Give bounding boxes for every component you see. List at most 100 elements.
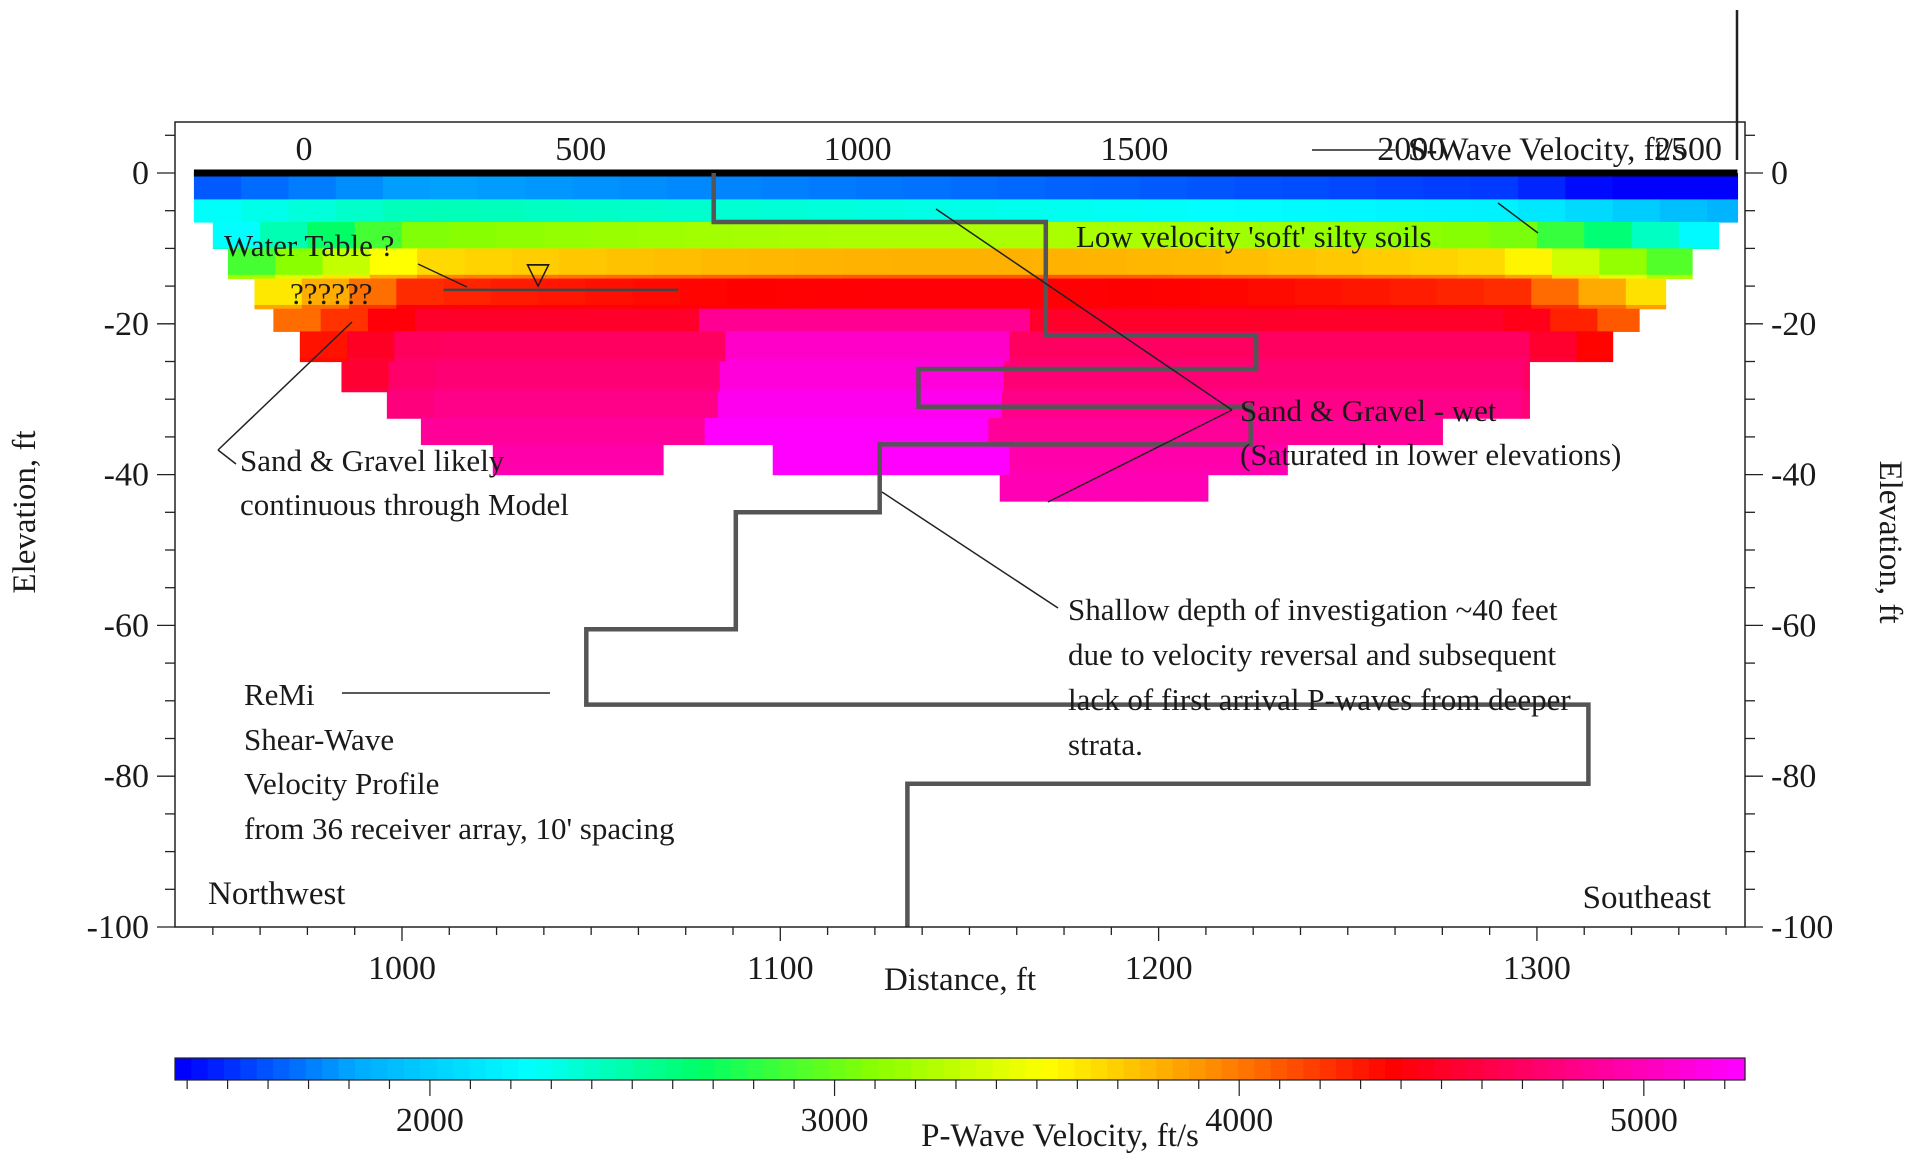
colorbar-segment xyxy=(714,1058,732,1080)
model-cell xyxy=(767,387,815,393)
model-cell xyxy=(1436,278,1485,306)
remi-profile-line xyxy=(584,173,1591,927)
model-cell xyxy=(941,418,989,446)
model-cell xyxy=(1455,308,1504,332)
model-cell xyxy=(700,248,749,276)
colorbar-segment xyxy=(1368,1058,1386,1080)
model-cell xyxy=(347,331,396,359)
model-cell xyxy=(1504,248,1553,276)
model-cell xyxy=(1707,199,1739,223)
model-cell xyxy=(1389,278,1438,306)
model-cell xyxy=(369,274,418,280)
model-cell xyxy=(1058,304,1107,310)
model-cell xyxy=(477,199,526,223)
model-cell xyxy=(530,387,579,393)
model-cell xyxy=(354,222,403,249)
colorbar-segment xyxy=(1483,1058,1501,1080)
model-cell xyxy=(657,418,706,446)
colorbar-segment xyxy=(1303,1058,1321,1080)
model-cell xyxy=(767,361,815,389)
model-cell xyxy=(1366,418,1415,446)
p-wave-colorbar: 2000 3000 4000 5000 xyxy=(174,1057,1746,1139)
model-cell xyxy=(680,278,728,306)
model-cell xyxy=(1056,444,1105,472)
model-cell xyxy=(443,278,492,306)
model-cell xyxy=(1381,361,1430,389)
model-cell xyxy=(307,222,356,249)
annotation-sand-wet-2: (Saturated in lower elevations) xyxy=(1240,437,1621,472)
model-cell xyxy=(536,331,585,359)
colorbar-segment xyxy=(1352,1058,1370,1080)
elevation-axis-left: 0 -20 -40 -60 -80 -100 xyxy=(87,134,175,946)
model-cell xyxy=(1413,418,1443,446)
model-cell xyxy=(719,361,768,389)
colorbar-segment xyxy=(976,1058,994,1080)
model-cell xyxy=(1612,173,1661,200)
model-cell xyxy=(1646,248,1693,276)
model-cell xyxy=(867,331,916,359)
model-cell xyxy=(1366,444,1415,446)
model-cell xyxy=(842,248,891,276)
model-cell xyxy=(714,199,762,223)
colorbar-segment xyxy=(1565,1058,1583,1080)
colorbar-segment xyxy=(583,1058,601,1080)
model-cell xyxy=(1612,199,1661,223)
model-cell xyxy=(1292,331,1341,359)
annotation-sand-likely-2: continuous through Model xyxy=(240,487,569,522)
model-cell xyxy=(1158,222,1207,249)
colorbar-segment xyxy=(354,1058,372,1080)
model-cell xyxy=(1186,199,1235,223)
model-cell xyxy=(765,391,814,419)
model-cell xyxy=(793,308,842,332)
model-cell xyxy=(670,391,719,419)
colorbar-segment xyxy=(1614,1058,1632,1080)
model-cell xyxy=(842,274,891,280)
model-cell xyxy=(1152,304,1201,310)
model-cell xyxy=(1294,278,1343,306)
model-cell xyxy=(772,331,821,359)
model-cell xyxy=(1234,173,1283,200)
colorbar-segment xyxy=(747,1058,765,1080)
colorbar-segment xyxy=(436,1058,454,1080)
model-cell xyxy=(1576,357,1614,363)
model-cell xyxy=(1408,308,1457,332)
annotation-remi-1: ReMi xyxy=(244,677,315,712)
colorbar-segment xyxy=(1319,1058,1337,1080)
model-cell xyxy=(808,199,857,223)
model-cell xyxy=(1239,361,1288,389)
model-cell xyxy=(212,222,261,249)
model-cell xyxy=(961,357,1010,363)
model-cell xyxy=(543,222,592,249)
model-cell xyxy=(1124,308,1173,332)
x-tick-label: 1000 xyxy=(368,950,436,987)
colorbar-segment xyxy=(224,1058,242,1080)
model-cell xyxy=(1092,173,1141,200)
colorbar-segment xyxy=(1287,1058,1305,1080)
model-cell xyxy=(1578,278,1627,306)
model-cell xyxy=(1221,248,1269,276)
annotations-layer: Water Table ??????? Low velocity 'soft' s… xyxy=(217,202,1621,846)
y-tick-label: -60 xyxy=(1771,607,1816,644)
model-cell xyxy=(1245,444,1288,472)
colorbar-border xyxy=(174,1057,1746,1081)
model-cell xyxy=(241,173,290,200)
colorbar-segment xyxy=(731,1058,748,1080)
model-cell xyxy=(530,361,579,389)
y-tick-label: -100 xyxy=(87,909,149,946)
model-cell xyxy=(893,418,942,446)
model-cell xyxy=(678,331,727,359)
model-cell xyxy=(1340,331,1389,359)
model-cell xyxy=(867,444,916,472)
model-cell xyxy=(935,308,984,332)
colorbar-segment xyxy=(1009,1058,1027,1080)
model-cell xyxy=(997,199,1046,223)
model-cell xyxy=(903,173,952,200)
model-cell xyxy=(1045,199,1094,223)
model-cell xyxy=(855,199,904,223)
model-cell xyxy=(623,391,672,419)
annotation-remi-4: from 36 receiver array, 10' spacing xyxy=(244,811,675,846)
model-cell xyxy=(961,444,1010,472)
model-cell xyxy=(1281,173,1330,200)
colorbar-segment xyxy=(1139,1058,1157,1080)
colorbar-segment xyxy=(1646,1058,1664,1080)
